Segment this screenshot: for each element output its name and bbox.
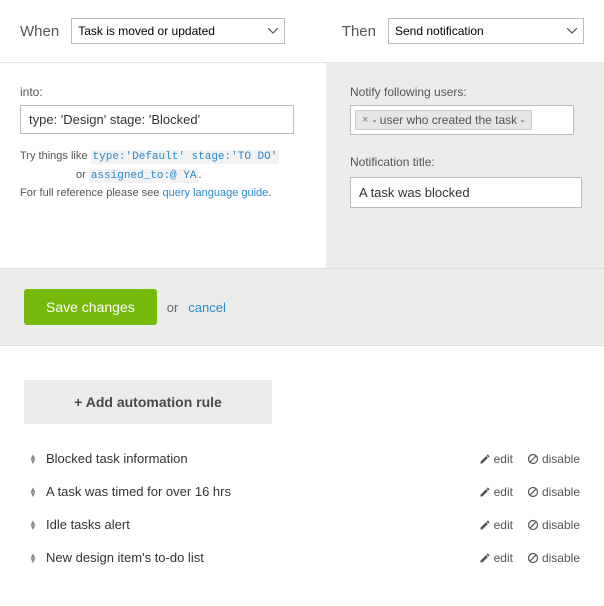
rules-section: + Add automation rule ▲▼ Blocked task inf… xyxy=(0,346,604,594)
notify-users-input[interactable]: × - user who created the task - xyxy=(350,105,574,135)
save-button[interactable]: Save changes xyxy=(24,289,157,325)
then-select[interactable]: Send notification xyxy=(388,18,584,44)
edit-link[interactable]: edit xyxy=(479,518,513,532)
rule-name: Blocked task information xyxy=(46,451,479,466)
drag-handle-icon[interactable]: ▲▼ xyxy=(28,487,38,497)
notification-title-label: Notification title: xyxy=(350,155,586,169)
rule-row: ▲▼ Blocked task informationedit disable xyxy=(24,442,580,475)
hint-code-1: type:'Default' stage:'TO DO' xyxy=(91,150,280,164)
save-bar: Save changes or cancel xyxy=(0,268,604,346)
drag-handle-icon[interactable]: ▲▼ xyxy=(28,454,38,464)
rule-name: A task was timed for over 16 hrs xyxy=(46,484,479,499)
notification-title-input[interactable] xyxy=(350,177,582,208)
action-config-panel: Notify following users: × - user who cre… xyxy=(326,63,604,268)
hint-text: Try things like type:'Default' stage:'TO… xyxy=(20,148,308,203)
remove-tag-icon[interactable]: × xyxy=(362,114,368,126)
rule-name: Idle tasks alert xyxy=(46,517,479,532)
disable-link[interactable]: disable xyxy=(527,452,580,466)
when-select[interactable]: Task is moved or updated xyxy=(71,18,285,44)
edit-link[interactable]: edit xyxy=(479,452,513,466)
drag-handle-icon[interactable]: ▲▼ xyxy=(28,553,38,563)
rule-row: ▲▼ Idle tasks alertedit disable xyxy=(24,508,580,541)
disable-link[interactable]: disable xyxy=(527,551,580,565)
into-label: into: xyxy=(20,85,308,99)
disable-link[interactable]: disable xyxy=(527,485,580,499)
then-label: Then xyxy=(342,23,376,40)
edit-link[interactable]: edit xyxy=(479,485,513,499)
when-label: When xyxy=(20,23,59,40)
add-rule-button[interactable]: + Add automation rule xyxy=(24,380,272,424)
trigger-config-panel: into: Try things like type:'Default' sta… xyxy=(0,63,326,268)
cancel-link[interactable]: cancel xyxy=(188,300,226,315)
drag-handle-icon[interactable]: ▲▼ xyxy=(28,520,38,530)
query-guide-link[interactable]: query language guide xyxy=(162,187,268,199)
rule-row: ▲▼ New design item's to-do listedit disabl… xyxy=(24,541,580,574)
rule-name: New design item's to-do list xyxy=(46,550,479,565)
user-tag[interactable]: × - user who created the task - xyxy=(355,110,532,130)
edit-link[interactable]: edit xyxy=(479,551,513,565)
disable-link[interactable]: disable xyxy=(527,518,580,532)
into-input[interactable] xyxy=(20,105,294,134)
notify-users-label: Notify following users: xyxy=(350,85,586,99)
hint-code-2: assigned_to:@ YA xyxy=(89,169,199,183)
rule-row: ▲▼ A task was timed for over 16 hrseditdi… xyxy=(24,475,580,508)
condition-header: When Task is moved or updated Then Send … xyxy=(0,0,604,62)
